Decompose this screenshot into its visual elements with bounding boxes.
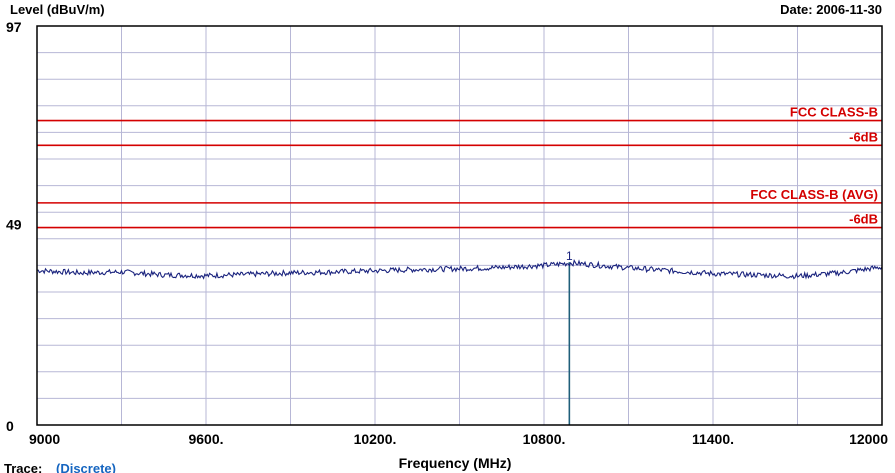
x-tick-label: 10200.	[354, 431, 397, 447]
y-tick-label: 49	[6, 216, 22, 232]
x-tick-labels: 9000 9600. 10200. 10800. 11400. 12000	[29, 431, 888, 447]
x-tick-label: 12000	[849, 431, 888, 447]
y-tick-label: 97	[6, 19, 22, 35]
x-tick-label: 9600.	[188, 431, 223, 447]
limit-line-label: FCC CLASS-B	[790, 105, 878, 120]
x-tick-label: 9000	[29, 431, 60, 447]
y-axis-title: Level (dBuV/m)	[10, 2, 105, 17]
trace-value-link[interactable]: (Discrete)	[56, 461, 116, 473]
limit-line-label: FCC CLASS-B (AVG)	[750, 187, 878, 202]
markers: 1	[566, 249, 573, 425]
grid	[37, 26, 882, 425]
limit-line-label: -6dB	[849, 212, 878, 227]
date-label: Date: 2006-11-30	[780, 2, 882, 17]
trace-line	[36, 259, 883, 280]
limit-lines: FCC CLASS-B -6dB FCC CLASS-B (AVG) -6dB	[37, 105, 882, 229]
x-axis-title: Frequency (MHz)	[399, 455, 512, 471]
x-tick-label: 10800.	[523, 431, 566, 447]
plot-frame	[36, 25, 883, 426]
x-tick-label: 11400.	[692, 431, 734, 447]
traces	[36, 259, 883, 280]
limit-line-label: -6dB	[849, 129, 878, 144]
y-tick-labels: 97 49 0	[6, 19, 22, 434]
y-tick-label: 0	[6, 418, 14, 434]
trace-label: Trace:	[4, 461, 42, 473]
marker-label: 1	[566, 249, 573, 263]
